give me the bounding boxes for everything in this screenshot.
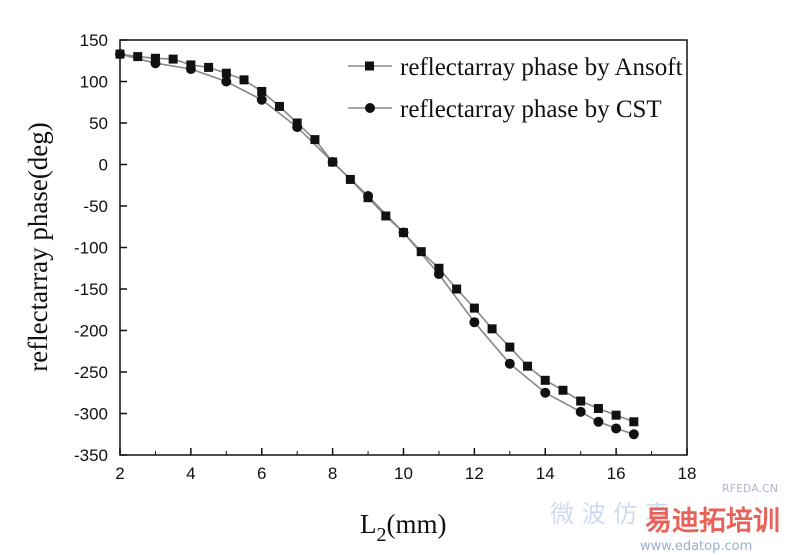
ansoft-point [540,375,550,385]
cst-point [628,429,639,440]
ansoft-point [558,385,568,395]
cst-point [398,227,409,238]
watermark-url: www.edatop.com [640,539,752,554]
x-tick-label: 18 [678,464,697,483]
legend-entry-cst: reflectarray phase by CST [348,96,662,123]
cst-point [575,406,586,417]
legend-marker-ansoft [365,61,374,71]
cst-point [593,416,604,427]
ansoft-point [576,396,586,406]
y-tick-label: -250 [74,363,108,382]
x-tick-label: 6 [257,464,266,483]
ansoft-point [505,342,515,352]
legend-label-ansoft: reflectarray phase by Ansoft [400,54,683,81]
x-tick-label: 12 [465,464,484,483]
y-tick-label: 50 [89,114,108,133]
watermark-site: RFEDA.CN [722,482,778,495]
y-tick-label: -50 [83,197,108,216]
ansoft-point [416,247,426,257]
watermark-faint-text: 微 波 仿 真 [550,500,669,528]
cst-point [540,387,551,398]
x-tick-label: 4 [186,464,195,483]
ansoft-point [629,417,639,427]
cst-point [327,157,338,168]
x-axis-title-main: L [360,509,377,539]
legend-label-cst: reflectarray phase by CST [400,96,662,123]
ansoft-point [133,52,143,62]
ansoft-point [593,404,603,414]
watermark: 微 波 仿 真 RFEDA.CN 易迪拓培训 www.edatop.com [550,482,780,554]
series-markers [115,49,639,440]
cst-point [150,58,161,69]
cst-point [363,191,374,202]
x-axis-title-subscript: 2 [377,524,387,546]
ansoft-point [257,86,267,96]
legend: reflectarray phase by Ansoft reflectarra… [348,54,683,123]
ansoft-point [274,101,284,111]
ansoft-point [168,54,178,64]
cst-point [256,94,267,105]
ansoft-point [221,68,231,78]
x-tick-label: 14 [536,464,555,483]
cst-point [185,64,196,75]
axes: 2 4 6 8 10 12 14 16 18 150 100 50 0 -50 -100 -150 -200 -2… [74,31,696,483]
ansoft-point [452,284,462,294]
y-tick-label: -350 [74,446,108,465]
cst-point [433,269,444,280]
ansoft-point [469,303,479,313]
x-tick-label: 8 [328,464,337,483]
x-tick-label: 2 [115,464,124,483]
ansoft-point [310,135,320,145]
watermark-brand: 易迪拓培训 [645,506,780,537]
cst-point [115,49,125,60]
cst-point [611,423,622,434]
y-tick-label: -200 [74,322,108,341]
legend-marker-cst [365,103,375,113]
cst-point [292,122,303,133]
y-tick-label: 0 [99,156,108,175]
ansoft-point [345,174,355,184]
y-tick-label: -300 [74,405,108,424]
y-tick-label: 100 [80,73,108,92]
cst-point [469,317,480,328]
x-axis-title-unit: (mm) [387,509,447,539]
x-tick-label: 10 [394,464,413,483]
ansoft-point [204,62,214,72]
y-tick-label: 150 [80,31,108,50]
ansoft-point [611,410,621,420]
ansoft-point [381,211,391,221]
ansoft-point [487,324,497,334]
legend-entry-ansoft: reflectarray phase by Ansoft [348,54,683,81]
ansoft-point [434,263,444,273]
cst-point [504,358,515,369]
x-axis-title: L2(mm) [360,509,447,546]
cst-point [221,76,232,87]
ansoft-point [239,75,249,85]
y-tick-label: -150 [74,280,108,299]
x-tick-label: 16 [607,464,626,483]
ansoft-point [523,361,533,371]
y-tick-label: -100 [74,239,108,258]
y-axis-title: reflectarray phase(deg) [23,122,53,372]
